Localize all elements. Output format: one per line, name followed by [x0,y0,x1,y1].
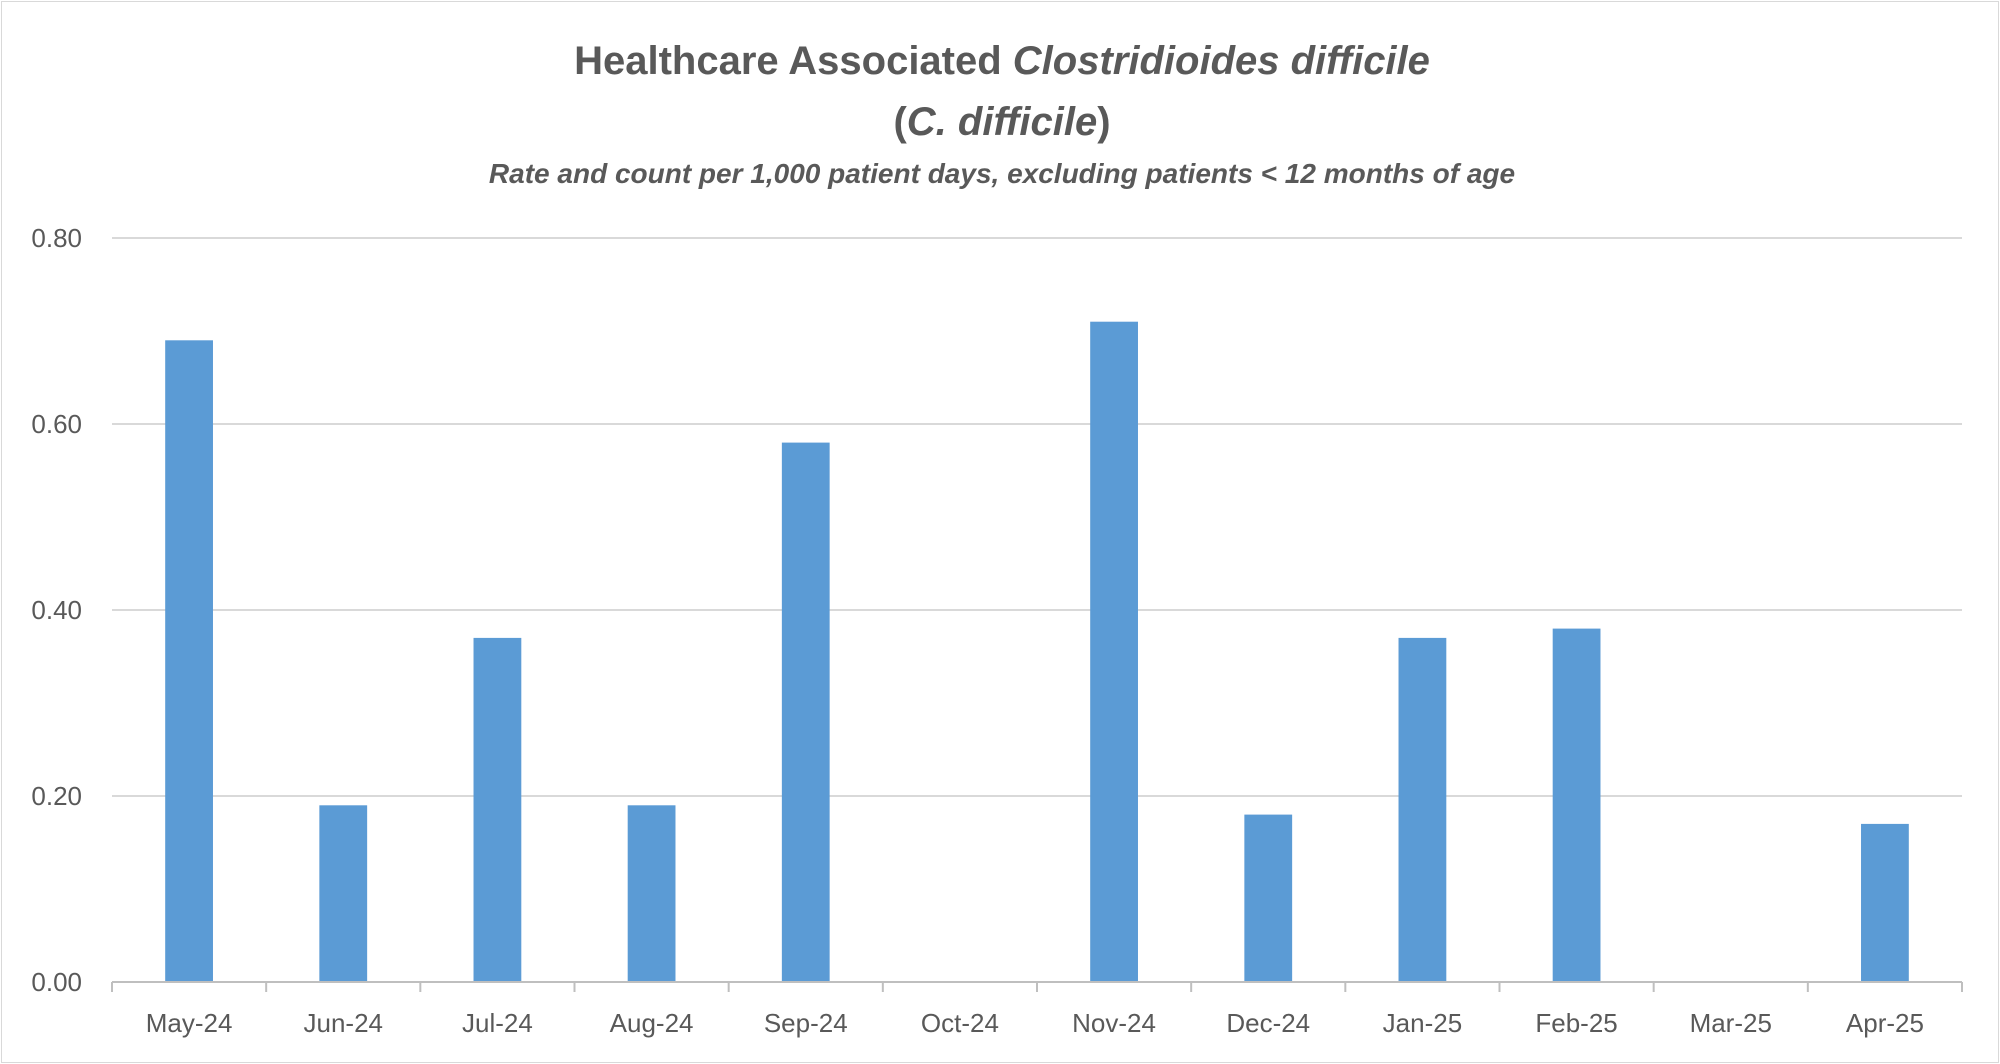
y-tick-label: 0.60 [31,409,82,439]
x-tick-label: Jan-25 [1383,1008,1463,1038]
bar-aug-24 [627,805,676,982]
chart-title-line-2: (C. difficile) [893,100,1110,144]
y-tick-label: 0.20 [31,781,82,811]
y-tick-label: 0.40 [31,595,82,625]
y-axis-ticks: 0.00 0.20 0.40 0.60 0.80 [31,223,82,997]
x-tick-label: Apr-25 [1846,1008,1924,1038]
x-tick-label: Jul-24 [462,1008,533,1038]
chart-title-line-1: Healthcare Associated Clostridioides dif… [574,39,1430,83]
bar-nov-24 [1090,321,1138,982]
x-tick-label: May-24 [146,1008,233,1038]
x-tick-label: Nov-24 [1072,1008,1156,1038]
gridlines [112,237,1962,797]
y-tick-label: 0.00 [31,967,82,997]
x-tick-label: Jun-24 [304,1008,384,1038]
bar-apr-25 [1861,823,1909,982]
x-tick-label: Mar-25 [1690,1008,1772,1038]
bar-dec-24 [1244,814,1293,982]
x-tick-label: Sep-24 [764,1008,848,1038]
bar-jun-24 [319,805,368,982]
x-tick-label: Aug-24 [610,1008,694,1038]
x-tick-label: Dec-24 [1226,1008,1310,1038]
y-tick-label: 0.80 [31,223,82,253]
x-axis-ticks: May-24 Jun-24 Jul-24 Aug-24 Sep-24 Oct-24 Nov-… [146,1008,1924,1038]
bar-jul-24 [473,637,522,982]
bar-sep-24 [781,442,830,983]
bar-may-24 [165,340,213,982]
chart-subtitle: Rate and count per 1,000 patient days, e… [489,158,1515,189]
bar-jan-25 [1398,637,1447,982]
x-axis [111,981,1963,992]
x-tick-label: Oct-24 [921,1008,999,1038]
bar-feb-25 [1552,628,1601,982]
bars [165,321,1909,983]
x-tick-label: Feb-25 [1535,1008,1617,1038]
